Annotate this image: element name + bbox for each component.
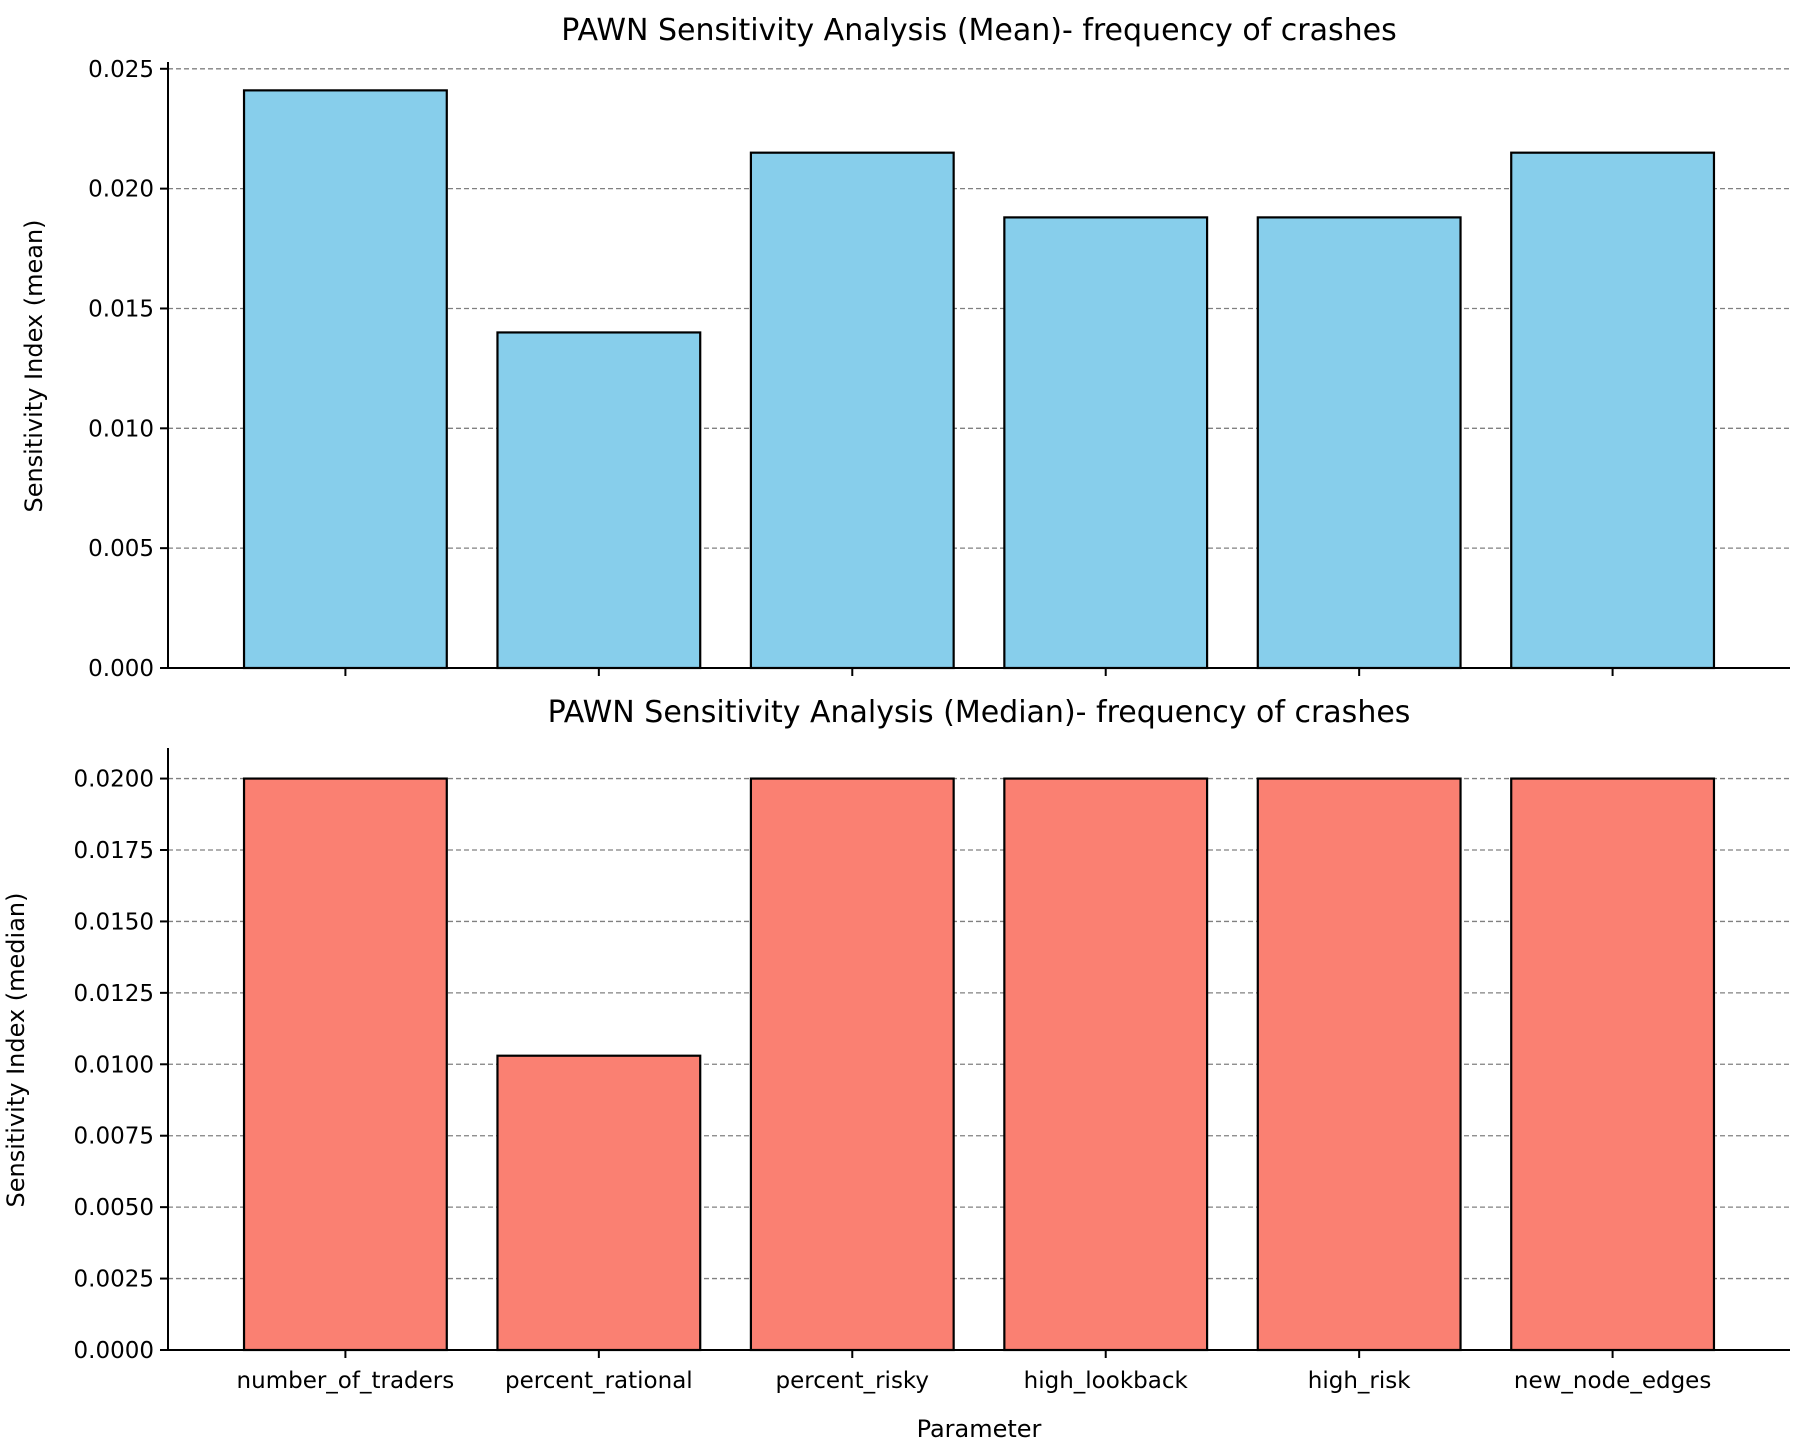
- y-tick-label: 0.0000: [74, 1338, 154, 1364]
- x-tick-label: high_risk: [1308, 1368, 1411, 1394]
- bar-high-lookback: [1003, 777, 1209, 1352]
- y-tick-label: 0.000: [88, 656, 154, 682]
- bar-number-of-traders: [242, 777, 448, 1352]
- chart-title: PAWN Sensitivity Analysis (Median)- freq…: [548, 695, 1411, 730]
- y-tick-label: 0.0100: [74, 1052, 154, 1078]
- x-tick-label: number_of_traders: [237, 1368, 455, 1394]
- y-tick-label: 0.025: [88, 57, 154, 83]
- y-axis-label: Sensitivity Index (mean): [20, 219, 48, 512]
- y-tick-label: 0.0200: [74, 767, 154, 793]
- bar-number-of-traders: [242, 89, 448, 670]
- y-tick-label: 0.0175: [74, 838, 154, 864]
- bar-percent-risky: [749, 777, 955, 1352]
- mean-chart: 0.000 0.005 0.010 0.015 0.020 0.025 PAWN Sensi…: [20, 13, 1790, 682]
- bar-high-risk: [1256, 216, 1462, 670]
- x-tick-label: percent_rational: [505, 1368, 693, 1394]
- x-tick-label: new_node_edges: [1514, 1368, 1711, 1394]
- y-tick-label: 0.010: [88, 416, 154, 442]
- bar-percent-risky: [749, 151, 955, 670]
- y-tick-label: 0.015: [88, 296, 154, 322]
- bar-high-lookback: [1003, 216, 1209, 670]
- y-tick-label: 0.005: [88, 536, 154, 562]
- y-axis-label: Sensitivity Index (median): [2, 893, 30, 1208]
- bar-new-node-edges: [1510, 151, 1716, 670]
- median-chart: 0.0000 0.0025 0.0050 0.0075 0.0100 0.0125 0.01…: [2, 695, 1790, 1443]
- y-tick-label: 0.020: [88, 177, 154, 203]
- bar-percent-rational: [496, 1054, 702, 1352]
- y-tick-label: 0.0150: [74, 909, 154, 935]
- bar-high-risk: [1256, 777, 1462, 1352]
- chart-title: PAWN Sensitivity Analysis (Mean)- freque…: [561, 13, 1396, 48]
- bar-percent-rational: [496, 331, 702, 670]
- y-tick-label: 0.0075: [74, 1124, 154, 1150]
- x-tick-label: high_lookback: [1024, 1368, 1189, 1394]
- y-tick-label: 0.0025: [74, 1267, 154, 1293]
- bar-new-node-edges: [1510, 777, 1716, 1352]
- x-tick-label: percent_risky: [776, 1368, 930, 1394]
- y-tick-label: 0.0050: [74, 1195, 154, 1221]
- x-axis-label: Parameter: [917, 1415, 1042, 1443]
- y-tick-label: 0.0125: [74, 981, 154, 1007]
